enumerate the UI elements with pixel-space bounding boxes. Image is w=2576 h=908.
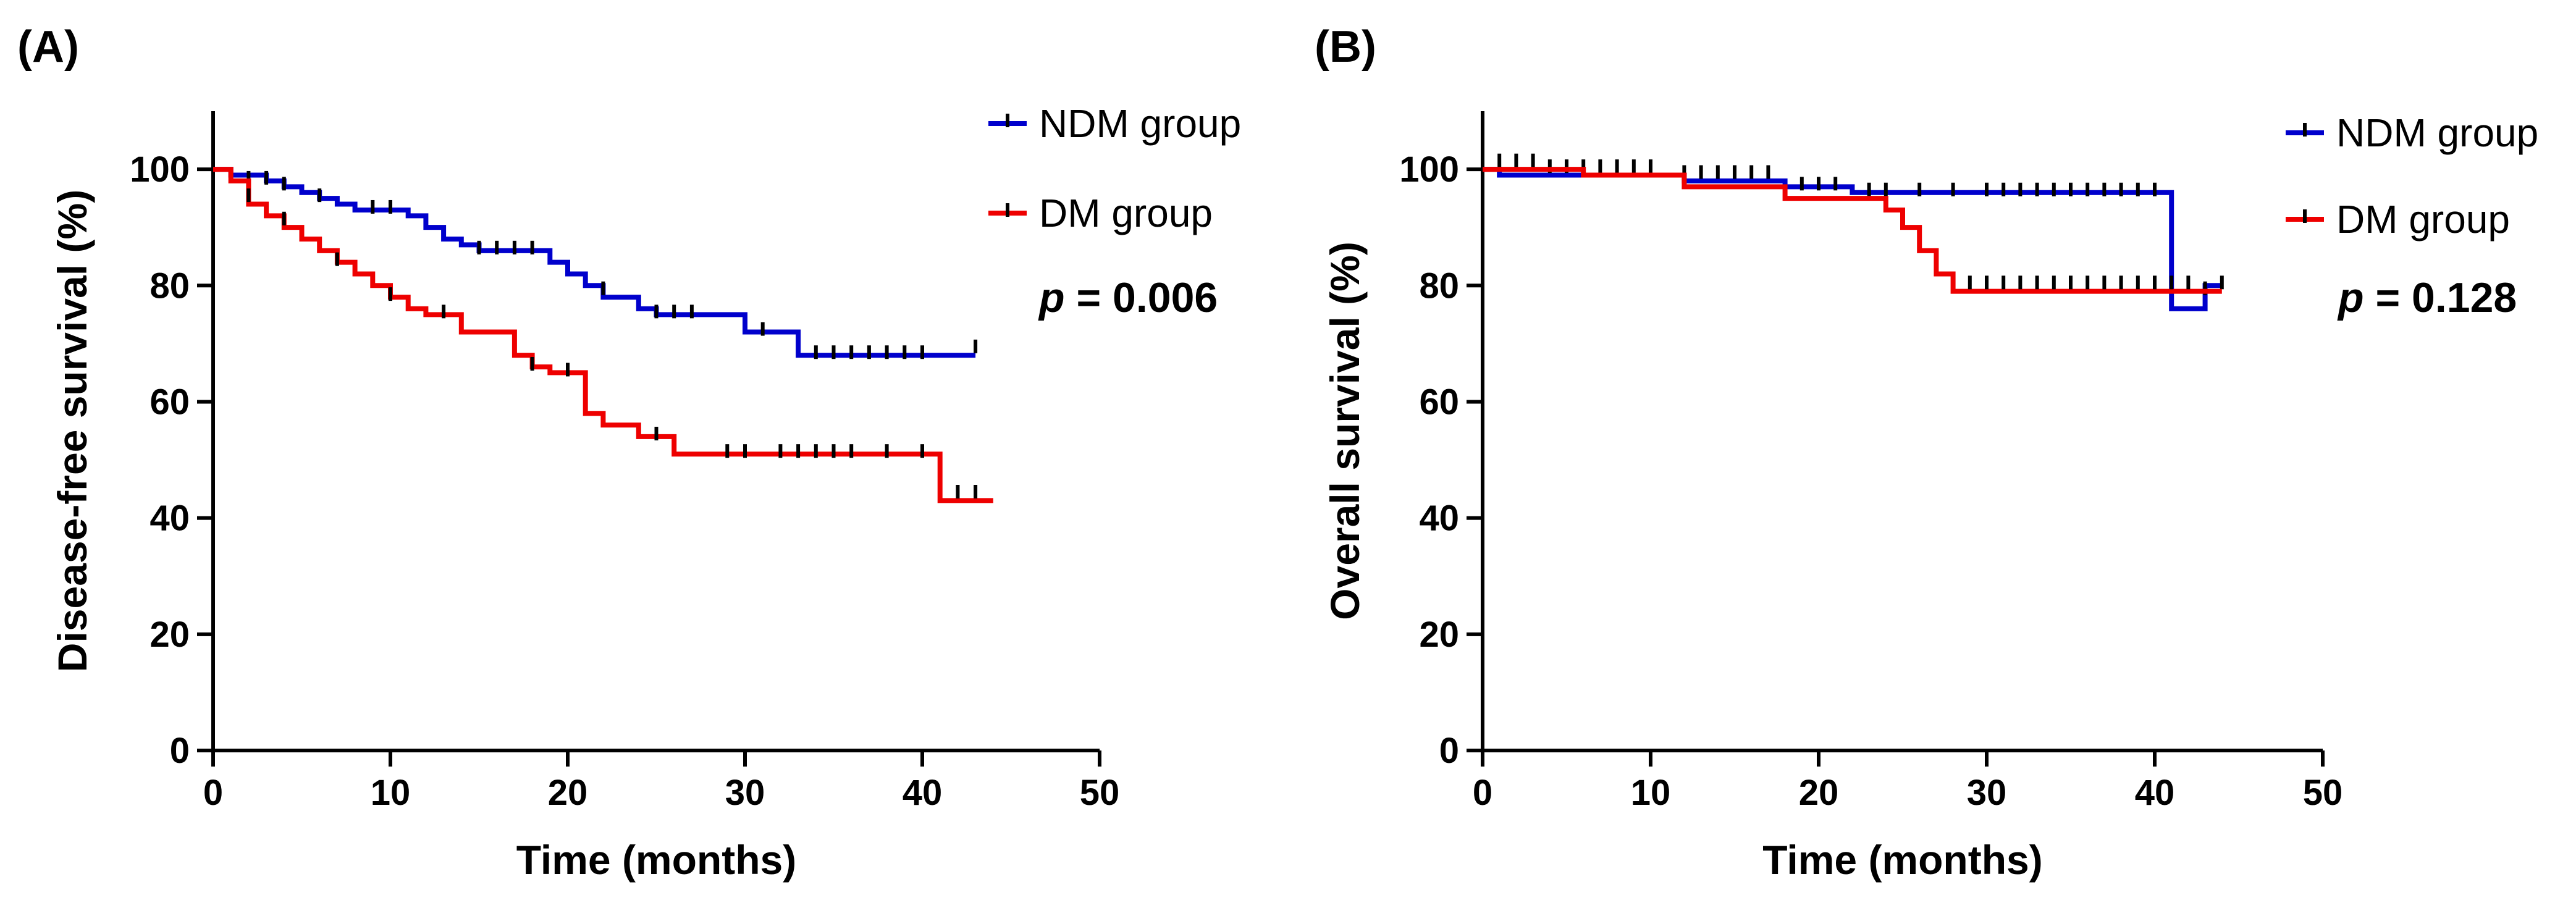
panel-a-x-tick-label: 30 (725, 773, 765, 813)
panel-a-series-ndm-line (213, 167, 976, 358)
panel-b-x-tick-label: 10 (1631, 773, 1671, 813)
panel-b-x-tick-label: 0 (1473, 773, 1492, 813)
panel-a-x-tick-label: 40 (903, 773, 943, 813)
panel-a-y-tick-label: 80 (149, 266, 190, 306)
panel-a-y-tick-label: 60 (149, 382, 190, 422)
panel-b-p-value-text: = 0.128 (2364, 274, 2517, 321)
panel-b-x-tick-label: 50 (2303, 773, 2343, 813)
panel-b-y-tick-label: 80 (1419, 266, 1459, 306)
panel-a-y-tick-label: 40 (149, 498, 190, 539)
panel-b-p-symbol: p (2337, 274, 2364, 321)
panel-a-y-tick-label: 100 (130, 149, 190, 190)
panel-a-chart: (A) 0 10 20 30 40 50 0 20 40 60 80 100 Time (months) D… (17, 22, 1241, 883)
panel-b-y-tick-label: 40 (1419, 498, 1459, 539)
panel-b-series-ndm-legend-label: NDM group (2336, 111, 2538, 155)
panel-a-x-tick-label: 50 (1080, 773, 1120, 813)
panel-b-y-tick-label: 100 (1399, 149, 1459, 190)
panel-b-series-dm-legend-label: DM group (2336, 197, 2510, 242)
panel-a-x-axis-title: Time (months) (516, 837, 796, 883)
panel-a-y-axis-title: Disease-free survival (%) (49, 190, 95, 672)
panel-a-series-dm-legend-label: DM group (1039, 191, 1213, 235)
panel-a-y-tick-label: 0 (170, 731, 190, 771)
panel-a-label: (A) (17, 22, 79, 72)
panel-a-series-dm-line (213, 167, 993, 503)
panel-b-x-tick-label: 30 (1967, 773, 2007, 813)
panel-a-p-symbol: p (1038, 274, 1065, 321)
panel-a-p-value-text: = 0.006 (1065, 274, 1218, 321)
panel-a-series-ndm-legend-label: NDM group (1039, 101, 1241, 146)
panel-a-p-value: p = 0.006 (1038, 274, 1218, 321)
panel-b-y-tick-label: 0 (1439, 731, 1459, 771)
panel-b-series-dm-line (1483, 167, 2222, 294)
panel-a-x-tick-label: 10 (371, 773, 411, 813)
panel-b-y-axis-title: Overall survival (%) (1322, 242, 1368, 620)
panel-b-x-tick-label: 40 (2135, 773, 2175, 813)
panel-b-y-tick-label: 60 (1419, 382, 1459, 422)
panel-b-x-tick-label: 20 (1799, 773, 1839, 813)
panel-b-x-axis-title: Time (months) (1762, 837, 2042, 883)
panel-a-y-tick-label: 20 (149, 615, 190, 655)
panel-b-p-value: p = 0.128 (2337, 274, 2517, 321)
panel-b-chart: (B) 0 10 20 30 40 50 0 20 40 60 80 100 Time (months) O… (1315, 22, 2538, 883)
panel-b-series-ndm-line (1483, 167, 2222, 311)
panel-b-label: (B) (1315, 22, 1376, 72)
panel-a-x-tick-label: 20 (548, 773, 588, 813)
panel-a-x-tick-label: 0 (203, 773, 223, 813)
panel-b-y-tick-label: 20 (1419, 615, 1459, 655)
